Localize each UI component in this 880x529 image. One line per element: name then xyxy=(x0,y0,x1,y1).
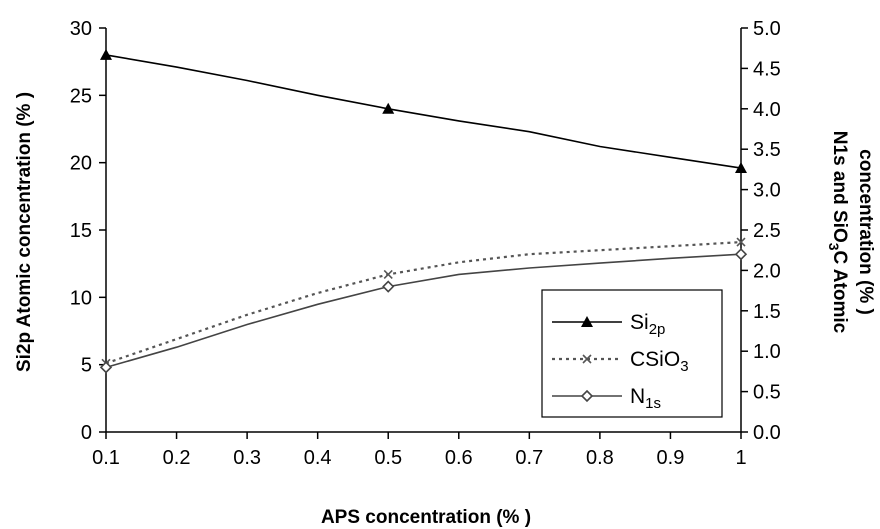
series-line-n1s xyxy=(105,253,742,369)
series-layer xyxy=(99,48,748,374)
y-right-tick-label: 3.5 xyxy=(753,139,781,161)
data-point-si2p xyxy=(382,102,395,114)
y-right-tick-label: 1.5 xyxy=(753,301,781,323)
legend-label-n1s: N1s xyxy=(630,385,661,412)
data-point-csio3 xyxy=(383,269,393,280)
y-right-tick-label: 1.0 xyxy=(753,341,781,363)
legend-label-main: CSiO xyxy=(630,348,680,371)
y-right-title-sub: 3 xyxy=(826,243,842,251)
legend-label-csio3: CSiO3 xyxy=(630,348,689,375)
y-right-tick-label: 0.0 xyxy=(753,422,781,444)
legend: Si2p CSiO3 N1s xyxy=(541,289,723,418)
series-line-si2p xyxy=(105,54,742,169)
legend-marker-csio3 xyxy=(582,354,592,364)
y-left-tick-label: 25 xyxy=(70,85,92,107)
y-right-axis-title-line2: concentration (% ) xyxy=(855,149,876,315)
y-left-tick-label: 10 xyxy=(70,287,92,309)
x-tick-label: 0.5 xyxy=(374,447,402,469)
legend-label-sub: 3 xyxy=(680,358,688,375)
legend-label-main: Si xyxy=(630,311,649,334)
legend-label-main: N xyxy=(630,385,645,408)
y-left-tick-label: 0 xyxy=(81,422,92,444)
data-point-n1s xyxy=(99,361,113,374)
y-right-tick-label: 4.5 xyxy=(753,58,781,80)
legend-marker-si2p xyxy=(581,316,593,327)
y-right-title-part2: C Atomic xyxy=(829,251,850,334)
x-axis-title: APS concentration (% ) xyxy=(321,507,531,528)
y-right-tick-label: 4.0 xyxy=(753,99,781,121)
x-ticks: 0.1 0.2 0.3 0.4 0.5 0.6 0.7 0.8 0.9 1 xyxy=(92,432,747,469)
legend-items: Si2p CSiO3 N1s xyxy=(552,311,689,412)
data-point-si2p xyxy=(735,162,747,174)
y-right-title-part1: N1s and SiO xyxy=(829,131,850,243)
data-point-si2p xyxy=(100,48,112,60)
x-tick-label: 0.2 xyxy=(163,447,191,469)
series-line-csio3 xyxy=(105,241,742,365)
y-left-axis-title: Si2p Atomic concentration (% ) xyxy=(14,92,35,372)
y-right-ticks: 0.0 0.5 1.0 1.5 2.0 2.5 3.0 3.5 4.0 4.5 5.0 xyxy=(741,18,781,444)
y-right-tick-label: 0.5 xyxy=(753,382,781,404)
x-tick-label: 0.9 xyxy=(657,447,685,469)
x-tick-label: 0.6 xyxy=(445,447,473,469)
x-tick-label: 0.1 xyxy=(92,447,120,469)
y-right-tick-label: 2.5 xyxy=(753,220,781,242)
x-tick-label: 0.8 xyxy=(586,447,614,469)
x-tick-label: 1 xyxy=(735,447,746,469)
y-right-tick-label: 5.0 xyxy=(753,18,781,40)
legend-label-sub: 1s xyxy=(645,395,661,412)
y-left-tick-label: 30 xyxy=(70,18,92,40)
y-left-tick-label: 15 xyxy=(70,220,92,242)
y-left-tick-label: 20 xyxy=(70,153,92,175)
y-right-tick-label: 3.0 xyxy=(753,180,781,202)
data-point-csio3 xyxy=(736,237,746,247)
y-right-axis-title-line1: N1s and SiO3C Atomic xyxy=(826,131,850,334)
data-point-n1s xyxy=(382,280,395,293)
y-right-tick-label: 2.0 xyxy=(753,260,781,282)
y-left-ticks: 0 5 10 15 20 25 30 xyxy=(70,18,106,444)
legend-label-si2p: Si2p xyxy=(630,311,665,338)
x-tick-label: 0.7 xyxy=(515,447,543,469)
x-tick-label: 0.3 xyxy=(233,447,261,469)
data-point-n1s xyxy=(734,248,748,261)
legend-marker-n1s xyxy=(580,389,594,403)
y-left-tick-label: 5 xyxy=(81,355,92,377)
legend-label-sub: 2p xyxy=(649,321,666,338)
x-tick-label: 0.4 xyxy=(304,447,332,469)
